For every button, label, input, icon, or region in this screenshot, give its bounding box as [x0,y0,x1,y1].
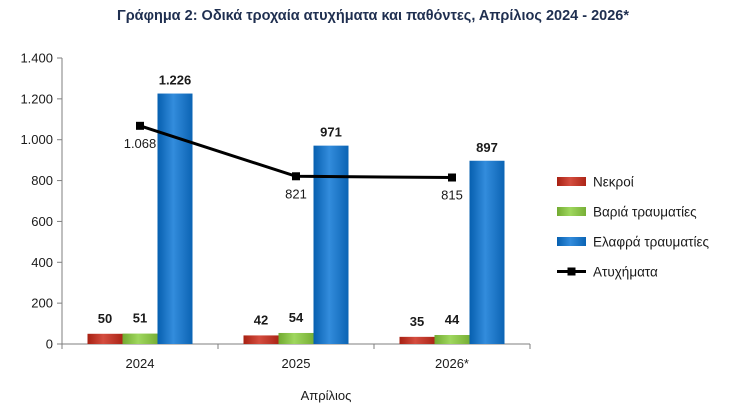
line-marker [448,173,456,182]
bar-Νεκροί [87,333,123,344]
y-tick-label: 0 [46,337,53,352]
bar-value-label: 54 [289,310,304,325]
legend-swatch [557,207,586,216]
bar-value-label: 1.226 [159,73,192,88]
bar-Βαριά τραυματίες [278,332,314,344]
y-tick-label: 200 [31,296,53,311]
chart-data-labels: 50 42 35 51 54 44 1.226 971 897 1.068 821 815 [98,73,498,329]
y-tick-label: 1.000 [20,132,53,147]
legend-label: Νεκροί [593,175,634,190]
legend-swatch [557,177,586,186]
bar-value-label: 971 [320,125,342,140]
line-marker [292,172,300,181]
chart-bars [87,93,505,344]
chart-line [136,121,456,182]
y-tick-label: 800 [31,173,53,188]
x-axis-title: Απρίλιος [301,388,352,403]
line-value-label: 1.068 [124,136,157,151]
legend-swatch [557,237,586,246]
bar-value-label: 42 [254,312,268,327]
legend-marker [567,267,576,276]
x-tick-label: 2025 [282,356,311,371]
bar-Ελαφρά τραυματίες [469,160,505,344]
y-tick-label: 1.400 [20,51,53,66]
bar-value-label: 51 [133,311,147,326]
chart-title: Γράφημα 2: Οδικά τροχαία ατυχήματα και π… [116,8,629,24]
y-tick-label: 1.200 [20,91,53,106]
legend-label: Ατυχήματα [593,265,658,280]
bar-value-label: 44 [445,312,460,327]
line-value-label: 821 [285,186,307,201]
line-marker [136,121,144,130]
y-tick-label: 600 [31,214,53,229]
bar-Ελαφρά τραυματίες [157,93,193,344]
line-value-label: 815 [441,188,463,203]
chart-axes: 0 200 400 600 800 1.000 1.200 1.400 2024 2025 2026… [20,51,531,403]
bar-value-label: 35 [410,314,424,329]
bar-value-label: 897 [476,140,498,155]
bar-Νεκροί [399,336,435,344]
x-tick-label: 2026* [435,356,469,371]
x-tick-label: 2024 [126,356,155,371]
legend-label: Ελαφρά τραυματίες [593,235,709,250]
bar-Ελαφρά τραυματίες [313,145,349,344]
bar-value-label: 50 [98,311,112,326]
chart-legend: Νεκροί Βαριά τραυματίες Ελαφρά τραυματίες Α… [557,175,709,280]
legend-label: Βαριά τραυματίες [593,205,697,220]
y-tick-label: 400 [31,255,53,270]
bar-Βαριά τραυματίες [434,335,470,344]
bar-Βαριά τραυματίες [122,333,158,344]
bar-Νεκροί [243,335,279,344]
